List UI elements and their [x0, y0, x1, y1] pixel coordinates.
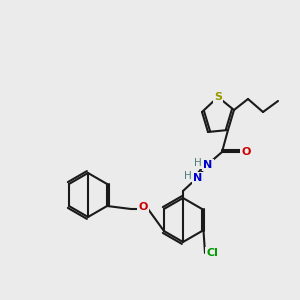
Text: N: N	[194, 173, 202, 183]
Text: H: H	[184, 171, 192, 181]
Text: S: S	[214, 92, 222, 102]
Text: O: O	[138, 202, 148, 212]
Text: Cl: Cl	[206, 248, 218, 258]
Text: O: O	[241, 147, 251, 157]
Text: H: H	[194, 158, 202, 168]
Text: N: N	[203, 160, 213, 170]
